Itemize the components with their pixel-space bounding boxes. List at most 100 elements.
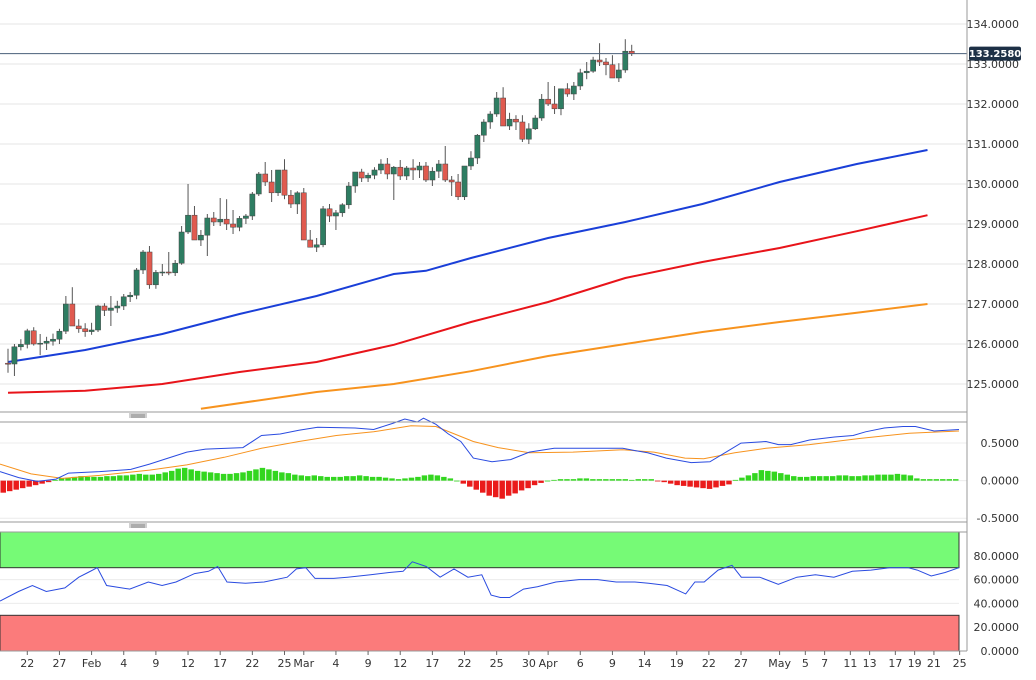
price-y-tick-label: 127.0000 bbox=[967, 298, 1020, 311]
price-pane-resize-handle[interactable] bbox=[129, 413, 147, 418]
macd-histogram-bar bbox=[953, 479, 959, 481]
macd-histogram-bar bbox=[330, 476, 337, 481]
candle-body bbox=[140, 251, 146, 271]
candle-body bbox=[564, 88, 571, 95]
macd-histogram-bar bbox=[771, 471, 778, 481]
macd-histogram-bar bbox=[279, 472, 285, 481]
macd-histogram-bar bbox=[214, 473, 220, 481]
macd-histogram-bar bbox=[726, 480, 732, 485]
candle-body bbox=[313, 244, 320, 248]
x-axis-tick-label: 6 bbox=[577, 657, 584, 670]
price-y-tick-label: 134.0000 bbox=[967, 18, 1020, 31]
sma-line-blue bbox=[7, 149, 928, 363]
macd-pane: 0.5000 0.0000 -0.5000 bbox=[0, 417, 1020, 528]
candle-body bbox=[448, 179, 455, 183]
macd-histogram-bar bbox=[58, 478, 65, 481]
candle-body bbox=[390, 166, 397, 175]
macd-histogram-bar bbox=[888, 474, 894, 481]
candle-body bbox=[198, 234, 204, 241]
candle-body bbox=[146, 251, 153, 286]
candle-body bbox=[178, 231, 185, 264]
x-axis-tick-label: Apr bbox=[539, 657, 559, 670]
macd-histogram-bar bbox=[292, 474, 298, 481]
last-price-label: 133.2580 bbox=[969, 49, 1022, 60]
macd-histogram-bar bbox=[324, 476, 330, 481]
candle-body bbox=[558, 88, 564, 110]
candle-body bbox=[403, 167, 410, 177]
x-axis-tick-label: 19 bbox=[670, 657, 684, 670]
candle-body bbox=[333, 212, 339, 217]
x-axis-tick-label: 27 bbox=[734, 657, 748, 670]
macd-histogram-bar bbox=[868, 475, 875, 481]
candle-body bbox=[455, 181, 461, 198]
macd-histogram-bar bbox=[175, 468, 181, 481]
x-axis-tick-label: 7 bbox=[821, 657, 828, 670]
macd-histogram-bar bbox=[181, 467, 188, 481]
macd-histogram-bar bbox=[505, 480, 512, 496]
macd-histogram-bar bbox=[343, 476, 350, 481]
price-y-tick-label: 131.0000 bbox=[967, 138, 1020, 151]
candle-body bbox=[236, 218, 243, 228]
macd-histogram-bar bbox=[512, 480, 518, 494]
macd-y-tick-label: -0.5000 bbox=[977, 512, 1019, 525]
macd-histogram-bar bbox=[156, 473, 162, 481]
macd-histogram-bar bbox=[19, 480, 26, 489]
candle-body bbox=[371, 169, 378, 176]
candle-body bbox=[583, 70, 590, 74]
macd-histogram-bar bbox=[266, 469, 272, 481]
macd-histogram-bar bbox=[557, 479, 564, 481]
macd-histogram-bar bbox=[240, 472, 246, 481]
macd-histogram-bar bbox=[104, 476, 110, 481]
candle-body bbox=[268, 181, 275, 194]
candle-body bbox=[378, 163, 384, 171]
macd-histogram-bar bbox=[298, 475, 305, 481]
macd-histogram-bar bbox=[570, 479, 577, 481]
macd-histogram-bar bbox=[816, 476, 823, 481]
macd-histogram-bar bbox=[706, 480, 713, 489]
sma-line-orange bbox=[200, 303, 928, 410]
candle-body bbox=[172, 262, 179, 274]
macd-histogram-bar bbox=[823, 476, 829, 481]
candle-body bbox=[101, 305, 108, 311]
macd-histogram-bar bbox=[791, 476, 797, 481]
candle-body bbox=[326, 208, 333, 217]
macd-histogram-bar bbox=[648, 479, 654, 481]
macd-histogram-bar bbox=[674, 480, 680, 486]
x-axis-tick-label: May bbox=[768, 657, 791, 670]
macd-histogram-bar bbox=[810, 476, 816, 481]
candle-body bbox=[487, 113, 494, 123]
macd-histogram-bar bbox=[881, 474, 888, 481]
macd-histogram-bar bbox=[700, 480, 706, 489]
candle-body bbox=[127, 294, 134, 298]
macd-histogram-bar bbox=[745, 475, 752, 481]
x-axis-tick-label: 9 bbox=[152, 657, 159, 670]
macd-histogram-bar bbox=[6, 480, 13, 492]
macd-histogram-bar bbox=[803, 476, 810, 481]
macd-histogram-bar bbox=[97, 476, 104, 481]
price-y-tick-label: 130.0000 bbox=[967, 178, 1020, 191]
macd-pane-resize-handle[interactable] bbox=[129, 523, 147, 528]
macd-histogram-bar bbox=[603, 479, 609, 481]
macd-histogram-bar bbox=[220, 473, 227, 481]
macd-histogram-bar bbox=[635, 479, 641, 481]
x-axis-tick-label: Mar bbox=[293, 657, 314, 670]
macd-histogram-bar bbox=[719, 480, 726, 486]
macd-histogram-bar bbox=[927, 479, 933, 481]
candle-body bbox=[37, 342, 43, 345]
candle-body bbox=[288, 194, 294, 205]
candle-body bbox=[114, 305, 121, 309]
macd-histogram-bar bbox=[168, 470, 175, 481]
macd-histogram-bar bbox=[739, 477, 745, 481]
candle-body bbox=[397, 166, 404, 177]
macd-histogram-bar bbox=[933, 479, 940, 481]
macd-histogram-bar bbox=[285, 473, 292, 481]
candle-body bbox=[538, 98, 545, 119]
macd-histogram-bar bbox=[641, 479, 648, 481]
x-axis-tick-label: 21 bbox=[927, 657, 941, 670]
macd-y-tick-label: 0.5000 bbox=[981, 437, 1020, 450]
macd-histogram-bar bbox=[499, 480, 505, 499]
candle-body bbox=[474, 134, 481, 159]
candle-body bbox=[133, 269, 140, 296]
macd-histogram-bar bbox=[525, 480, 531, 489]
macd-histogram-bar bbox=[311, 475, 318, 481]
